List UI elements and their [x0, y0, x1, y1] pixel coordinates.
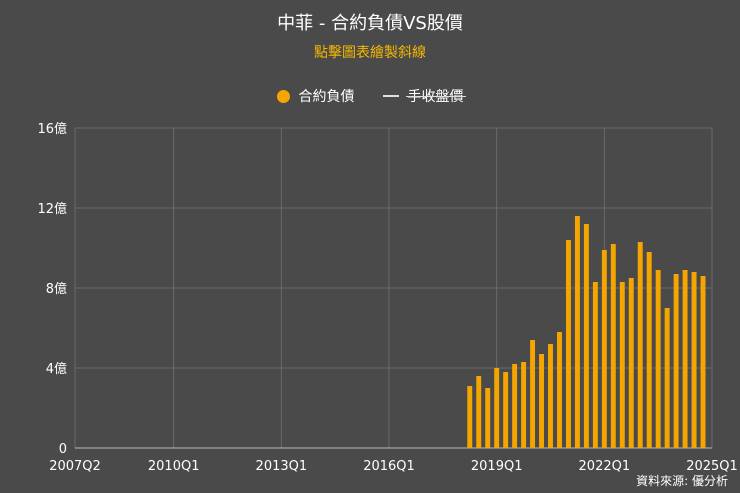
x-tick-label: 2007Q2	[49, 459, 101, 474]
legend-label: 手收盤價	[405, 86, 466, 106]
legend-item-close-price[interactable]: 手收盤價	[382, 86, 466, 106]
bar	[494, 368, 500, 448]
legend-line-icon	[382, 95, 399, 97]
bar	[655, 270, 661, 448]
bar	[565, 240, 571, 448]
data-source: 資料來源: 優分析	[636, 474, 728, 488]
bar	[521, 362, 527, 448]
bar	[637, 242, 643, 448]
bar	[691, 272, 697, 448]
y-tick-label: 16億	[37, 121, 67, 137]
legend-label: 合約負債	[298, 89, 355, 105]
bar	[512, 364, 518, 448]
y-tick-label: 8億	[46, 281, 67, 297]
bar	[664, 308, 670, 448]
bar	[583, 224, 589, 448]
x-tick-label: 2022Q1	[579, 459, 631, 474]
bar	[673, 274, 679, 448]
bar	[530, 340, 536, 448]
bar	[700, 276, 706, 448]
x-tick-label: 2025Q1	[686, 459, 738, 474]
bar	[601, 250, 607, 448]
bar	[628, 278, 634, 448]
bar	[592, 282, 598, 448]
bar	[485, 388, 491, 448]
bar	[574, 216, 580, 448]
bar	[557, 332, 562, 448]
y-tick-label: 0	[59, 442, 67, 457]
bar	[503, 372, 509, 448]
bar	[619, 282, 625, 448]
y-tick-label: 12億	[37, 201, 67, 217]
y-tick-label: 4億	[46, 361, 67, 377]
bar	[467, 386, 473, 448]
bar	[610, 244, 616, 448]
legend-dot-icon	[276, 89, 290, 103]
chart-subtitle[interactable]: 點擊圖表繪製斜線	[314, 45, 426, 61]
x-tick-label: 2016Q1	[363, 459, 415, 474]
bar	[548, 344, 553, 448]
bar	[646, 252, 652, 448]
bar	[539, 354, 545, 448]
bar	[476, 376, 482, 448]
x-tick-label: 2010Q1	[148, 459, 200, 474]
chart-title: 中菲 - 合約負債VS股價	[277, 13, 463, 34]
x-tick-label: 2019Q1	[471, 459, 523, 474]
chart-legend: 合約負債 手收盤價	[0, 86, 740, 106]
legend-item-contract-liabilities[interactable]: 合約負債	[276, 86, 355, 106]
x-tick-label: 2013Q1	[256, 459, 308, 474]
bar	[682, 270, 688, 448]
